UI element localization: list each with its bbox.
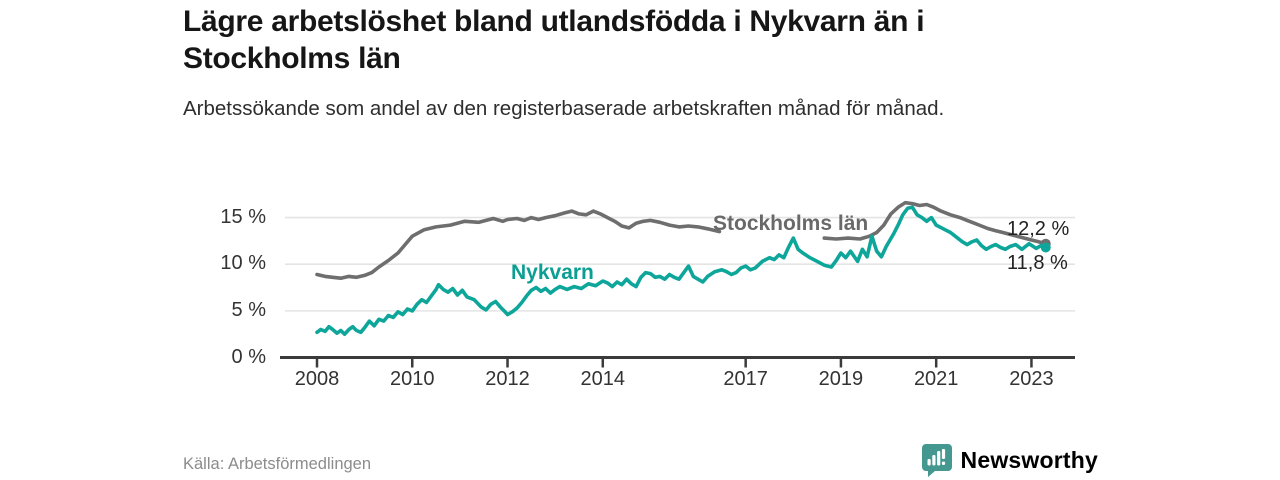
- y-axis-label: 5 %: [231, 298, 266, 321]
- y-axis-label: 10 %: [220, 252, 266, 275]
- page-title: Lägre arbetslöshet bland utlandsfödda i …: [183, 5, 925, 75]
- x-axis-label: 2008: [294, 368, 340, 390]
- end-value-stockholms-lan: 12,2 %: [1007, 218, 1070, 240]
- x-axis-label: 2023: [1009, 368, 1054, 390]
- end-value-nykvarn: 11,8 %: [1007, 252, 1068, 274]
- x-axis-label: 2014: [580, 368, 626, 390]
- newsworthy-wordmark: Newsworthy: [960, 447, 1098, 473]
- y-axis-label: 0 %: [231, 345, 266, 368]
- newsworthy-logo[interactable]: Newsworthy: [921, 444, 1098, 477]
- y-axis-label: 15 %: [220, 205, 266, 228]
- x-axis-label: 2021: [913, 368, 959, 390]
- chart-subtitle: Arbetssökande som andel av den registerb…: [183, 97, 945, 120]
- x-axis-label: 2019: [818, 368, 864, 390]
- series-label-stockholms-lan: Stockholms län: [713, 212, 869, 235]
- x-axis-label: 2017: [723, 368, 768, 390]
- source-attribution: Källa: Arbetsförmedlingen: [183, 455, 372, 473]
- series-label-nykvarn: Nykvarn: [511, 261, 594, 284]
- newsworthy-logo-icon: [921, 444, 952, 477]
- x-axis-label: 2010: [390, 368, 435, 390]
- x-axis-label: 2012: [485, 368, 530, 390]
